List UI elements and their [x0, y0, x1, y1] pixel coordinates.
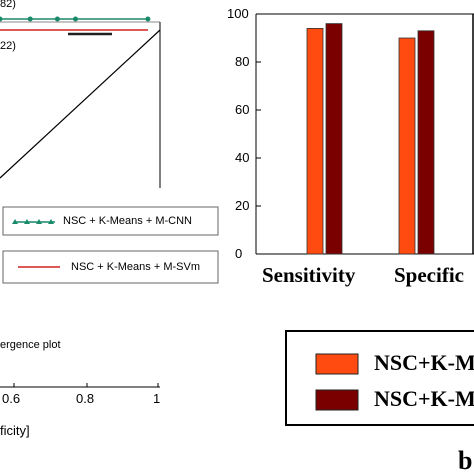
auc-label-bottom: 22): [0, 40, 16, 52]
bar-0-1: [325, 23, 343, 255]
roc-point: [73, 16, 78, 22]
bar-ytick-label: 80: [235, 54, 250, 69]
bar-legend-label-0: NSC+K-M: [374, 350, 474, 375]
bar-chart: [255, 13, 474, 426]
roc-xtick-label-2: 1: [153, 391, 161, 406]
bar-legend-label-1: NSC+K-M: [374, 386, 474, 411]
legend-label-svm: NSC + K-Means + M-SVm: [71, 261, 200, 273]
bar-0-0: [306, 27, 324, 255]
bar-1-0: [398, 37, 416, 255]
bar-1-1: [417, 30, 435, 255]
auc-label-top: 82): [0, 0, 16, 10]
bar-ytick-label: 100: [227, 6, 249, 21]
legend-marker-cnn-icon: [12, 219, 54, 224]
roc-caption: ergence plot: [0, 339, 61, 351]
roc-xtick-label-1: 0.8: [76, 391, 95, 406]
roc-point: [0, 16, 3, 22]
roc-series-group: [0, 16, 151, 31]
bar-ytick-label: 60: [235, 102, 250, 117]
bar-y-ticks: [256, 13, 261, 255]
bar-marks: [306, 23, 435, 255]
bar-legend-swatch-1: [315, 389, 359, 411]
roc-point: [27, 16, 33, 22]
panel-letter: b: [458, 446, 473, 475]
roc-point: [54, 16, 60, 22]
roc-xlabel: ficity]: [0, 423, 30, 438]
bar-legend-swatch-0: [315, 353, 359, 375]
bar-category-label-0: Sensitivity: [262, 263, 356, 287]
roc-diagonal-line: [0, 29, 161, 179]
bar-ytick-label: 0: [235, 246, 243, 261]
roc-chart: [0, 16, 219, 388]
bar-ytick-label: 40: [235, 150, 250, 165]
roc-point: [145, 16, 151, 22]
bar-category-label-1: Specific: [394, 263, 464, 287]
bar-ytick-label: 20: [235, 198, 250, 213]
legend-label-cnn: NSC + K-Means + M-CNN: [63, 215, 192, 227]
roc-xtick-label-0: 0.6: [2, 391, 21, 406]
